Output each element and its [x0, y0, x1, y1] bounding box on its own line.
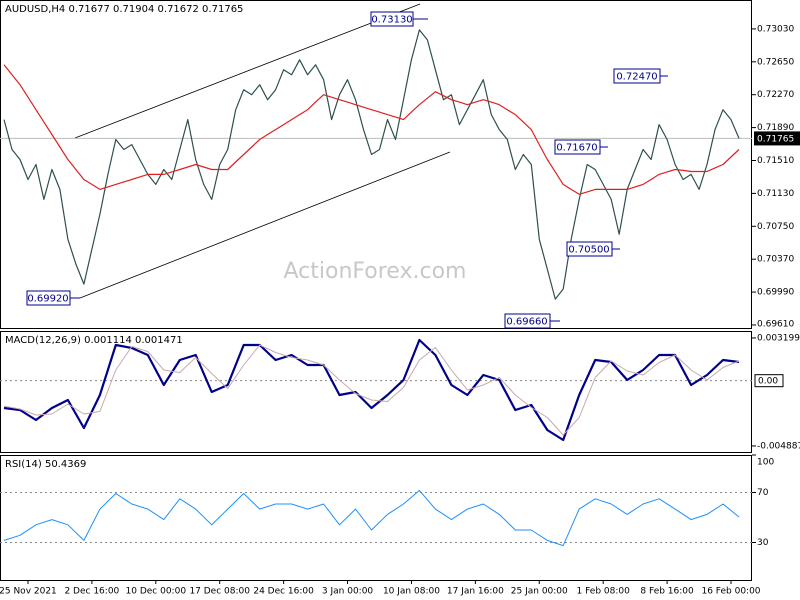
y-tick-label: 0.73030: [757, 24, 794, 34]
y-tick-label: 0.71890: [757, 123, 794, 133]
annotation-label: 0.72470: [616, 72, 657, 83]
panel-title: MACD(12,26,9) 0.001114 0.001471: [5, 335, 183, 346]
annotation-box: [554, 139, 601, 155]
panel-frame: [0, 0, 752, 329]
panel-frame: [0, 455, 752, 581]
y-tick-label: 30: [757, 538, 769, 548]
y-tick-label: -0.004887: [757, 441, 800, 451]
channel-line: [79, 151, 451, 299]
annotation: 0.73130: [370, 11, 428, 27]
annotation-box: [26, 290, 71, 306]
annotation-box: [370, 11, 414, 27]
y-tick-label: 0.003199: [757, 334, 800, 344]
x-tick-label: 25 Jan 00:00: [511, 587, 568, 597]
series-line: [3, 29, 740, 300]
channel-line: [74, 3, 421, 139]
level-label: 0.00: [758, 377, 778, 387]
panel-frame: [0, 331, 752, 453]
annotation-label: 0.70500: [568, 245, 609, 256]
annotation-box: [613, 68, 661, 84]
x-tick-label: 17 Dec 08:00: [189, 587, 250, 597]
x-tick-label: 1 Feb 08:00: [577, 587, 631, 597]
level-label-box: [754, 374, 784, 388]
x-tick-label: 16 Feb 00:00: [701, 587, 760, 597]
x-tick-label: 25 Nov 2021: [0, 587, 57, 597]
annotation-label: 0.73130: [371, 15, 412, 26]
y-tick-label: 100: [757, 458, 774, 468]
y-tick-label: 0.69990: [757, 288, 794, 298]
x-tick-label: 17 Jan 16:00: [447, 587, 504, 597]
y-tick-label: 0.72650: [757, 57, 794, 67]
panel-title: AUDUSD,H4 0.71677 0.71904 0.71672 0.7176…: [5, 4, 243, 15]
last-price-label: 0.71765: [757, 134, 794, 144]
series-line: [3, 338, 740, 442]
annotation: 0.71670: [554, 139, 608, 155]
y-tick-label: 0.71510: [757, 156, 794, 166]
annotation: 0.69660: [504, 313, 560, 329]
annotation: 0.72470: [613, 68, 668, 84]
y-tick-label: 0.70750: [757, 222, 794, 232]
annotation-box: [504, 313, 551, 329]
annotation-box: [566, 241, 613, 257]
x-tick-label: 3 Jan 00:00: [322, 587, 374, 597]
y-tick-label: 0.72270: [757, 90, 794, 100]
y-tick-label: 70: [757, 488, 769, 498]
x-tick-label: 2 Dec 16:00: [64, 587, 119, 597]
x-tick-label: 10 Dec 00:00: [126, 587, 187, 597]
series-line: [3, 64, 740, 195]
y-tick-label: 0.70370: [757, 255, 794, 265]
panel-title: RSI(14) 50.4369: [5, 459, 86, 470]
watermark: ActionForex.com: [284, 259, 467, 284]
y-tick-label: 0.71130: [757, 189, 794, 199]
annotation-label: 0.69660: [506, 317, 547, 328]
series-line: [3, 489, 740, 547]
series-line: [3, 344, 740, 436]
x-tick-label: 24 Dec 16:00: [253, 587, 314, 597]
annotation: 0.70500: [566, 241, 620, 257]
y-tick-label: 0.69610: [757, 320, 794, 330]
x-tick-label: 10 Jan 08:00: [383, 587, 440, 597]
annotation-label: 0.71670: [556, 143, 597, 154]
x-tick-label: 8 Feb 16:00: [640, 587, 694, 597]
annotation: 0.69920: [26, 290, 80, 306]
annotation-label: 0.69920: [27, 294, 68, 305]
last-price-box: [754, 131, 800, 146]
